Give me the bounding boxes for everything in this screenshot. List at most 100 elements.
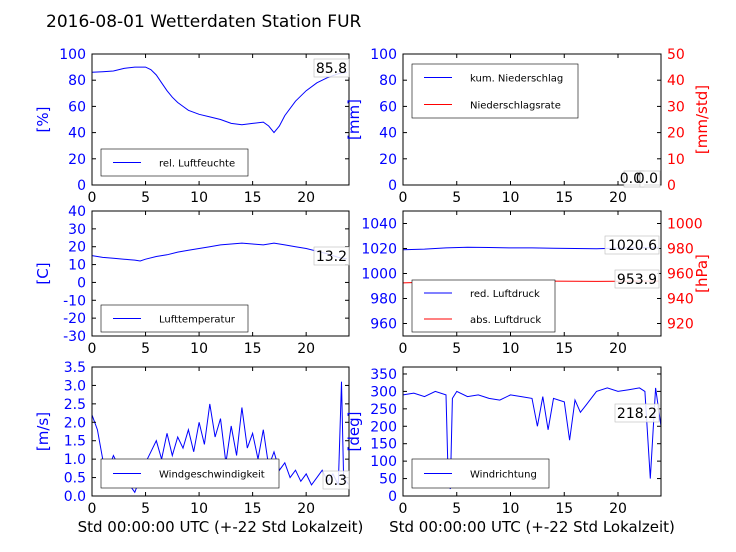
x-tick-label: 5	[452, 341, 461, 357]
x-tick-label: 15	[555, 501, 573, 517]
y-tick-label: 40	[68, 126, 86, 142]
value-readout: 953.9	[617, 272, 657, 288]
legend-entry-label: rel. Luftfeuchte	[159, 159, 235, 170]
series-line-1	[92, 243, 347, 261]
x-tick-label: 0	[88, 190, 97, 206]
legend-entry-label: Windgeschwindigkeit	[159, 470, 265, 481]
x-tick-label: 5	[141, 341, 150, 357]
x-tick-label: 10	[190, 190, 208, 206]
value-readout: 0.0	[636, 171, 658, 187]
y-right-tick-label: 50	[667, 47, 685, 63]
y-tick-label: 80	[68, 73, 86, 89]
y-tick-label: 1.5	[64, 434, 86, 450]
y-tick-label: 20	[68, 240, 86, 256]
y-tick-label: 150	[370, 437, 397, 453]
y-right-tick-label: 10	[667, 152, 685, 168]
y-right-axis-label: [mm/std]	[693, 85, 711, 154]
y-tick-label: 0	[77, 178, 86, 194]
chart-panel-1: 0 5 10 15 20 0 20 40 60 80 100 [%] rel. Luftfeuchte 8…	[34, 47, 349, 206]
y-right-tick-label: 980	[667, 242, 694, 258]
x-tick-label: 0	[88, 341, 97, 357]
chart-panel-6: 0 5 10 15 20050100150200250300350[deg]Std 00…	[345, 367, 675, 536]
x-tick-label: 5	[141, 190, 150, 206]
y-tick-label: 0.0	[64, 489, 86, 505]
y-tick-label: 1040	[361, 217, 397, 233]
x-tick-label: 15	[244, 190, 262, 206]
x-tick-label: 10	[190, 341, 208, 357]
x-tick-label: 15	[555, 341, 573, 357]
y-tick-label: 2.0	[64, 415, 86, 431]
y-tick-label: 60	[379, 99, 397, 115]
y-tick-label: 40	[68, 204, 86, 220]
y-axis-label: [C]	[34, 262, 52, 284]
chart-panel-2: 0 5 10 15 20 0 20 40 60 80 100 0 10 20 30 40 50 [mm] [mm/s…	[345, 47, 711, 206]
y-tick-label: -20	[63, 311, 86, 327]
y-tick-label: 350	[370, 367, 397, 383]
x-tick-label: 15	[555, 190, 573, 206]
chart-panel-3: 0 5 10 15 20-30-20-10010203040[C]Lufttempera…	[34, 204, 349, 357]
x-tick-label: 0	[88, 501, 97, 517]
y-right-tick-label: 960	[667, 267, 694, 283]
y-tick-label: 30	[68, 222, 86, 238]
x-tick-label: 5	[452, 190, 461, 206]
y-tick-label: 3.5	[64, 360, 86, 376]
y-tick-label: 3.0	[64, 378, 86, 394]
y-tick-label: 0.5	[64, 471, 86, 487]
y-axis-label: [mm]	[345, 99, 363, 140]
value-readout: 1020.6	[608, 238, 657, 254]
y-tick-label: 0	[77, 275, 86, 291]
legend-entry-label: Windrichtung	[470, 470, 537, 481]
x-tick-label: 20	[297, 501, 315, 517]
y-right-tick-label: 20	[667, 126, 685, 142]
x-tick-label: 20	[609, 190, 627, 206]
y-axis-label: [deg]	[345, 412, 363, 452]
y-tick-label: 100	[370, 47, 397, 63]
x-tick-label: 10	[190, 501, 208, 517]
x-axis-label: Std 00:00:00 UTC (+-22 Std Lokalzeit)	[78, 518, 364, 536]
y-tick-label: 40	[379, 126, 397, 142]
legend: red. Luftdruckabs. Luftdruck	[412, 280, 555, 332]
x-tick-label: 20	[297, 190, 315, 206]
legend: Lufttemperatur	[101, 305, 248, 332]
y-tick-label: 1000	[361, 267, 397, 283]
y-tick-label: 80	[379, 73, 397, 89]
value-readout: 0.3	[325, 473, 347, 489]
y-right-axis-label: [hPa]	[693, 254, 711, 293]
y-tick-label: 300	[370, 384, 397, 400]
weather-dashboard: 2016-08-01 Wetterdaten Station FUR 0 5 10…	[0, 0, 736, 552]
chart-panel-4: 0 5 10 15 2096098010001020104092094096098010…	[361, 211, 711, 357]
y-tick-label: 100	[59, 47, 86, 63]
x-tick-label: 10	[502, 501, 520, 517]
y-tick-label: -30	[63, 329, 86, 345]
chart-grid: 0 5 10 15 20020406080100[%]rel. Luftfeuchte8…	[34, 47, 711, 536]
x-tick-label: 0	[399, 341, 408, 357]
y-tick-label: 20	[379, 152, 397, 168]
y-right-tick-label: 1000	[667, 217, 703, 233]
y-right-tick-label: 40	[667, 73, 685, 89]
y-right-tick-label: 30	[667, 99, 685, 115]
x-tick-label: 20	[297, 341, 315, 357]
y-tick-label: 200	[370, 419, 397, 435]
x-tick-label: 15	[244, 341, 262, 357]
value-readout: 13.2	[316, 249, 347, 265]
y-axis-label: [m/s]	[34, 412, 52, 451]
x-tick-label: 15	[244, 501, 262, 517]
y-tick-label: 1020	[361, 242, 397, 258]
y-axis-label: [%]	[34, 107, 52, 133]
y-right-tick-label: 940	[667, 292, 694, 308]
y-tick-label: -10	[63, 293, 86, 309]
legend: Windgeschwindigkeit	[101, 459, 279, 488]
x-tick-label: 5	[141, 501, 150, 517]
x-tick-label: 10	[502, 341, 520, 357]
legend-entry-label: kum. Niederschlag	[470, 74, 563, 85]
y-tick-label: 980	[370, 292, 397, 308]
x-axis-label: Std 00:00:00 UTC (+-22 Std Lokalzeit)	[389, 518, 675, 536]
y-tick-label: 100	[370, 454, 397, 470]
y-right-tick-label: 0	[667, 178, 676, 194]
y-tick-label: 50	[379, 472, 397, 488]
legend: kum. Niederschlag Niederschlagsrate	[412, 64, 578, 118]
y-tick-label: 10	[68, 258, 86, 274]
page-title: 2016-08-01 Wetterdaten Station FUR	[46, 12, 362, 32]
x-tick-label: 0	[399, 501, 408, 517]
legend-entry-label: Niederschlagsrate	[470, 101, 561, 112]
